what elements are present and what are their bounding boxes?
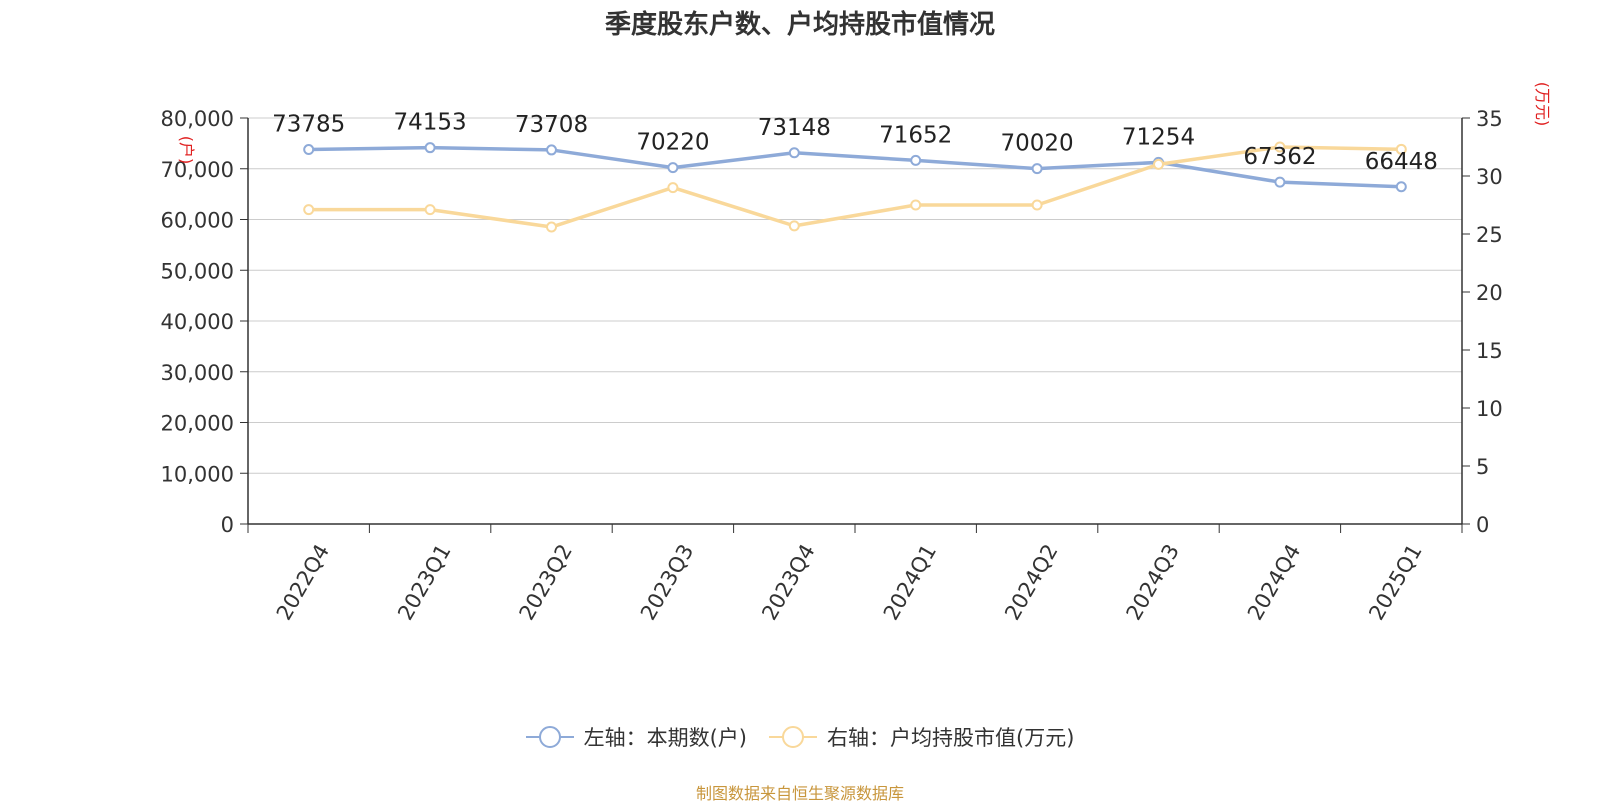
left-axis-tick-label: 80,000: [161, 107, 234, 131]
data-label: 73708: [515, 112, 588, 138]
data-label: 73785: [272, 112, 345, 138]
series-line-0: [308, 145, 1402, 189]
series-0-point: [788, 147, 800, 159]
x-axis-tick-label: 2024Q2: [1000, 540, 1062, 624]
data-label: 71254: [1122, 124, 1195, 150]
x-axis-tick-label: 2025Q1: [1364, 540, 1426, 624]
x-axis-tick-label: 2024Q1: [879, 540, 941, 624]
right-axis-tick-label: 10: [1476, 397, 1503, 421]
data-label: 67362: [1243, 144, 1316, 170]
left-axis-tick-label: 0: [221, 513, 234, 537]
series-1-point: [1395, 143, 1407, 155]
series-0-point: [667, 162, 679, 174]
left-axis-unit-label: (户): [177, 136, 196, 165]
series-0-point: [1031, 163, 1043, 175]
series-1-point: [788, 220, 800, 232]
left-axis-tick-label: 20,000: [161, 412, 234, 436]
left-axis-tick-label: 70,000: [161, 158, 234, 182]
data-label: 66448: [1365, 149, 1438, 175]
legend-label-avg-value: 右轴：户均持股市值(万元): [827, 726, 1075, 750]
grid-lines: [248, 117, 1462, 474]
legend-label-households: 左轴：本期数(户): [583, 726, 747, 750]
axes: 0 10,000 20,000 30,000 40,000 50,000 60,000 70,…: [161, 82, 1552, 625]
x-axis-tick-label: 2023Q3: [636, 540, 698, 624]
right-axis-unit-label: (万元): [1533, 82, 1552, 127]
series-1-point: [546, 221, 557, 233]
x-axis-tick-label: 2024Q3: [1122, 540, 1184, 624]
data-label: 71652: [879, 122, 952, 148]
x-axis-tick-label: 2023Q4: [757, 540, 819, 624]
legend: 左轴：本期数(户) 右轴：户均持股市值(万元): [0, 722, 1600, 752]
data-label: 74153: [394, 110, 467, 136]
series-1-point: [667, 182, 679, 194]
source-note: 制图数据来自恒生聚源数据库: [695, 784, 904, 803]
series-line-1: [308, 145, 1402, 229]
x-axis-tick-label: 2023Q1: [393, 540, 455, 624]
x-axis-tick-label: 2023Q2: [515, 540, 577, 624]
right-axis-tick-label: 15: [1476, 339, 1503, 363]
series-1-point: [1031, 199, 1043, 211]
right-axis-tick-label: 35: [1476, 107, 1503, 131]
series-1-point: [910, 199, 922, 211]
right-axis-tick-label: 5: [1476, 455, 1489, 479]
data-labels: 73785 74153 73708 70220 73148 71652 70020 71254…: [272, 110, 1438, 175]
left-axis-tick-label: 50,000: [161, 259, 234, 283]
series-1-point: [1153, 158, 1164, 170]
series-0-point: [910, 154, 922, 166]
legend-marker-households: [525, 726, 574, 748]
right-axis-tick-label: 0: [1476, 513, 1489, 537]
series-1-point: [303, 204, 315, 216]
x-axis-tick-label: 2022Q4: [272, 540, 334, 624]
series-1-point: [1274, 141, 1286, 153]
left-axis-tick-label: 10,000: [161, 462, 234, 486]
x-axis-tick-label: 2024Q4: [1243, 540, 1305, 624]
data-label: 70220: [636, 130, 709, 156]
left-axis-tick-label: 60,000: [161, 209, 234, 233]
series-0-point: [303, 144, 315, 156]
series-1-point: [424, 204, 436, 216]
series-0-point: [1274, 176, 1286, 188]
left-axis-tick-label: 30,000: [161, 361, 234, 385]
right-axis-tick-label: 30: [1476, 165, 1503, 189]
chart-title: 季度股东户数、户均持股市值情况: [604, 10, 995, 40]
legend-item-avg-value[interactable]: 右轴：户均持股市值(万元): [769, 722, 1074, 752]
legend-marker-avg-value: [769, 726, 817, 748]
data-label: 70020: [1001, 131, 1074, 157]
series-0-point: [1395, 181, 1407, 193]
right-axis-tick-label: 20: [1476, 281, 1503, 305]
series-0-point: [424, 142, 436, 154]
legend-item-households[interactable]: 左轴：本期数(户): [525, 722, 747, 752]
data-label: 73148: [758, 115, 831, 141]
right-axis-tick-label: 25: [1476, 223, 1503, 247]
left-axis-tick-label: 40,000: [161, 310, 234, 334]
series-lines: [303, 141, 1407, 233]
series-0-point: [546, 144, 557, 156]
